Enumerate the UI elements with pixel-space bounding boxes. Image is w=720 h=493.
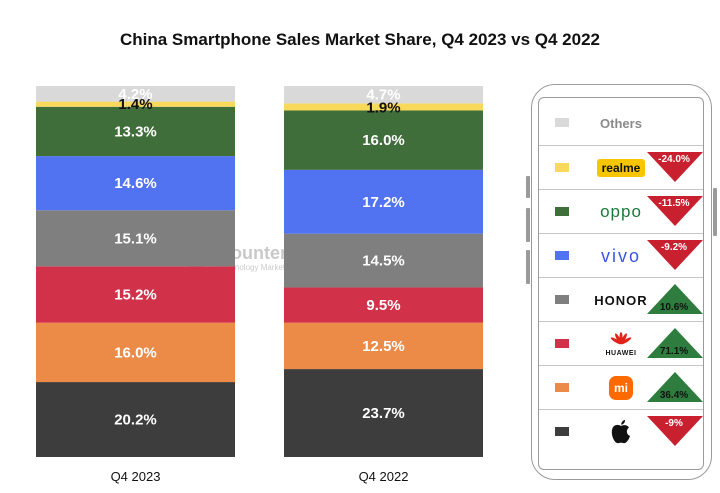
bar-segment-apple (284, 369, 483, 457)
change-indicator: -9% (647, 416, 705, 448)
category-label: Q4 2023 (111, 469, 161, 484)
bar-segment-others (284, 86, 483, 104)
bar-segment-oppo (36, 106, 235, 157)
down-triangle-icon (647, 196, 703, 226)
data-label: 1.9% (366, 99, 400, 116)
legend-row-oppo: oppo -11.5% (539, 189, 703, 234)
oppo-brand: oppo (600, 202, 642, 221)
realme-logo-icon: realme (589, 146, 653, 190)
data-label: 17.2% (362, 194, 405, 211)
honor-brand: HONOR (594, 292, 648, 308)
data-label: 1.4% (118, 96, 152, 113)
data-label: 16.0% (114, 344, 157, 361)
change-value: -9% (665, 418, 683, 429)
change-indicator: -24.0% (647, 152, 705, 184)
apple-logo-icon (589, 410, 653, 454)
change-value: -11.5% (658, 198, 690, 209)
bar-segment-realme (284, 103, 483, 111)
change-indicator: 71.1% (647, 328, 705, 360)
watermark-tagline: Technology Market Research (218, 263, 322, 272)
honor-logo-icon: HONOR (589, 278, 653, 322)
huawei-logo-icon: HUAWEI (589, 322, 653, 366)
xiaomi-logo-icon: mi (589, 366, 653, 410)
data-label: 4.7% (366, 87, 400, 104)
data-label: 4.2% (118, 86, 152, 103)
change-value: 10.6% (659, 302, 689, 313)
apple-icon (611, 420, 630, 444)
change-value: 71.1% (659, 346, 689, 357)
bar-segment-honor (36, 210, 235, 267)
change-value: 36.4% (659, 390, 689, 401)
legend-swatch (555, 163, 569, 172)
data-label: 14.6% (114, 175, 157, 192)
bar-segment-realme (36, 101, 235, 107)
legend-row-huawei: HUAWEI 71.1% (539, 321, 703, 366)
change-indicator: 10.6% (647, 284, 705, 316)
bar-segment-xiaomi (284, 322, 483, 370)
legend-swatch (555, 207, 569, 216)
bar-segment-oppo (284, 110, 483, 170)
legend-swatch (555, 383, 569, 392)
legend-swatch (555, 118, 569, 127)
change-indicator: 36.4% (647, 372, 705, 404)
legend-others-label: Others (600, 115, 642, 131)
legend-row-others: Others (539, 101, 703, 145)
change-indicator: -9.2% (647, 240, 705, 272)
phone-legend-frame (531, 84, 712, 480)
data-label: 15.2% (114, 287, 157, 304)
data-label: 12.5% (362, 338, 405, 355)
phone-side-button (526, 208, 530, 242)
phone-side-button (713, 188, 717, 236)
change-indicator: -11.5% (647, 196, 705, 228)
legend-row-realme: realme -24.0% (539, 145, 703, 190)
bar-segment-honor (284, 233, 483, 288)
bar-segment-huawei (284, 287, 483, 323)
bar-segment-vivo (36, 156, 235, 211)
legend-swatch (555, 339, 569, 348)
up-triangle-icon (647, 284, 703, 314)
change-value: -9.2% (660, 242, 688, 253)
up-triangle-icon (647, 328, 703, 358)
data-label: 15.1% (114, 230, 157, 247)
legend-brand: Others (585, 101, 657, 145)
bar-segment-apple (36, 382, 235, 457)
oppo-logo-icon: oppo (589, 190, 653, 234)
data-label: 16.0% (362, 132, 405, 149)
huawei-brand: HUAWEI (605, 349, 637, 357)
phone-screen (538, 97, 704, 470)
data-label: 14.5% (362, 253, 405, 270)
down-triangle-icon (647, 416, 703, 446)
data-label: 13.3% (114, 123, 157, 140)
phone-side-button (526, 250, 530, 284)
data-label: 20.2% (114, 412, 157, 429)
up-triangle-icon (647, 372, 703, 402)
change-value: -24.0% (658, 154, 690, 165)
legend-row-apple: -9% (539, 409, 703, 454)
legend-swatch (555, 251, 569, 260)
realme-brand: realme (596, 159, 646, 177)
category-label: Q4 2022 (359, 469, 409, 484)
xiaomi-brand: mi (613, 381, 628, 395)
legend-swatch (555, 427, 569, 436)
legend-row-vivo: vivo -9.2% (539, 233, 703, 278)
data-label: 9.5% (366, 297, 400, 314)
bar-segment-xiaomi (36, 322, 235, 383)
vivo-brand: vivo (600, 245, 641, 266)
bar-segment-vivo (284, 169, 483, 234)
huawei-petals-icon (610, 331, 632, 344)
phone-side-button (526, 176, 530, 198)
data-label: 23.7% (362, 405, 405, 422)
legend-swatch (555, 295, 569, 304)
down-triangle-icon (647, 152, 703, 182)
bar-segment-huawei (36, 266, 235, 323)
vivo-logo-icon: vivo (589, 234, 653, 278)
chart-title: China Smartphone Sales Market Share, Q4 … (119, 30, 600, 49)
down-triangle-icon (647, 240, 703, 270)
legend-row-honor: HONOR 10.6% (539, 277, 703, 322)
bar-segment-others (36, 86, 235, 102)
legend-row-xiaomi: mi 36.4% (539, 365, 703, 410)
